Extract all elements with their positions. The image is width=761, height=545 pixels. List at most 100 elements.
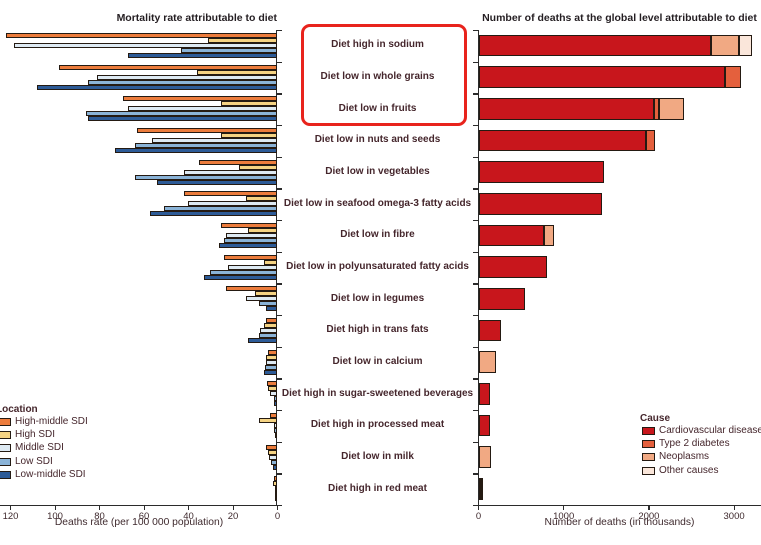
right-x-tick <box>478 505 480 510</box>
bar <box>265 364 277 370</box>
left-axis-tick <box>277 283 282 285</box>
cause-legend-swatch <box>642 427 655 435</box>
bar <box>225 286 277 292</box>
left-x-tick <box>99 505 101 510</box>
bar <box>127 106 277 112</box>
risk-factor-label: Diet high in trans fats <box>326 324 429 336</box>
left-x-tick <box>188 505 190 510</box>
bar <box>265 306 277 312</box>
left-x-tick-label: 0 <box>274 511 281 522</box>
risk-factor-label: Diet high in processed meat <box>310 419 445 431</box>
right-chart-title: Number of deaths at the global level att… <box>482 12 757 24</box>
cause-legend-label: Type 2 diabetes <box>659 438 730 450</box>
right-axis-tick <box>473 251 478 253</box>
left-axis-tick <box>277 505 282 507</box>
right-axis-tick <box>473 505 478 507</box>
right-axis-tick <box>473 93 478 95</box>
location-legend-label: High SDI <box>15 429 56 441</box>
left-chart-title: Mortality rate attributable to diet <box>116 12 277 24</box>
bar <box>271 459 277 465</box>
left-x-tick-label: 80 <box>94 511 105 522</box>
left-axis-tick <box>277 378 282 380</box>
risk-factor-label: Diet low in vegetables <box>325 166 430 177</box>
bar <box>87 116 277 122</box>
left-axis-tick <box>277 315 282 317</box>
left-axis-tick <box>277 188 282 190</box>
risk-factor-label: Diet low in polyunsaturated fatty acids <box>286 261 469 272</box>
risk-factor-label: Diet low in nuts and seeds <box>314 134 441 146</box>
bar-segment <box>479 478 482 500</box>
bar <box>134 143 277 149</box>
bar <box>264 369 277 375</box>
risk-factor-label: Diet high in sugar-sweetened beverages <box>281 387 474 399</box>
bar <box>274 428 277 434</box>
bar <box>275 491 278 497</box>
right-axis-tick <box>473 30 478 32</box>
cause-legend-label: Neoplasms <box>659 451 710 463</box>
bar <box>245 296 277 302</box>
bar <box>254 291 277 297</box>
location-legend-title: Location <box>0 404 38 415</box>
bar <box>5 32 277 38</box>
bar <box>248 227 277 233</box>
right-y-axis-line <box>478 30 480 507</box>
left-x-tick <box>143 505 145 510</box>
bar <box>199 159 277 165</box>
left-axis-tick <box>277 156 282 158</box>
right-x-tick-label: 2000 <box>638 511 660 522</box>
cause-legend-title: Cause <box>640 413 671 424</box>
right-x-tick <box>648 505 650 510</box>
bar <box>163 206 277 212</box>
bar-segment <box>658 98 685 120</box>
bar <box>114 148 277 154</box>
bar <box>203 274 277 280</box>
bar-segment <box>479 256 547 279</box>
bar <box>188 201 277 207</box>
risk-factor-label: Diet low in fibre <box>340 229 415 241</box>
bar-segment <box>479 288 525 310</box>
left-axis-tick <box>277 61 282 63</box>
bar <box>36 84 277 90</box>
left-axis-tick <box>277 93 282 95</box>
bar <box>225 233 277 239</box>
bar <box>273 401 277 407</box>
right-x-tick <box>733 505 735 510</box>
bar <box>263 259 277 265</box>
bar <box>134 174 277 180</box>
bar <box>269 391 277 397</box>
right-axis-tick <box>473 473 478 475</box>
bar <box>245 196 277 202</box>
right-axis-tick <box>473 156 478 158</box>
right-axis-tick <box>473 346 478 348</box>
left-x-tick <box>54 505 56 510</box>
left-x-axis-label: Deaths rate (per 100 000 population) <box>54 517 224 528</box>
risk-factor-label: Diet high in red meat <box>328 482 427 494</box>
left-axis-tick <box>277 251 282 253</box>
bar <box>265 317 277 323</box>
right-axis-tick <box>473 378 478 380</box>
cause-legend-swatch <box>642 466 655 475</box>
right-x-axis-line <box>478 505 761 507</box>
bar-segment <box>479 224 545 247</box>
bar <box>219 243 277 249</box>
left-x-tick-label: 60 <box>138 511 150 522</box>
risk-factor-label: Diet high in sodium <box>331 39 424 51</box>
bar-segment <box>479 98 655 120</box>
left-axis-tick <box>277 125 282 127</box>
bar-segment <box>645 129 656 152</box>
right-axis-tick <box>473 315 478 317</box>
bar <box>221 101 277 107</box>
bar <box>136 127 277 133</box>
right-axis-tick <box>473 220 478 222</box>
right-axis-tick <box>473 125 478 127</box>
bar <box>87 79 277 85</box>
risk-factor-label: Diet low in legumes <box>330 292 425 304</box>
left-x-tick <box>10 505 12 510</box>
location-legend-label: High-middle SDI <box>15 416 88 427</box>
left-x-tick-label: 20 <box>227 511 239 522</box>
bar <box>221 222 277 228</box>
bar <box>181 48 277 54</box>
bar-segment <box>479 129 646 152</box>
bar-segment <box>724 66 741 89</box>
